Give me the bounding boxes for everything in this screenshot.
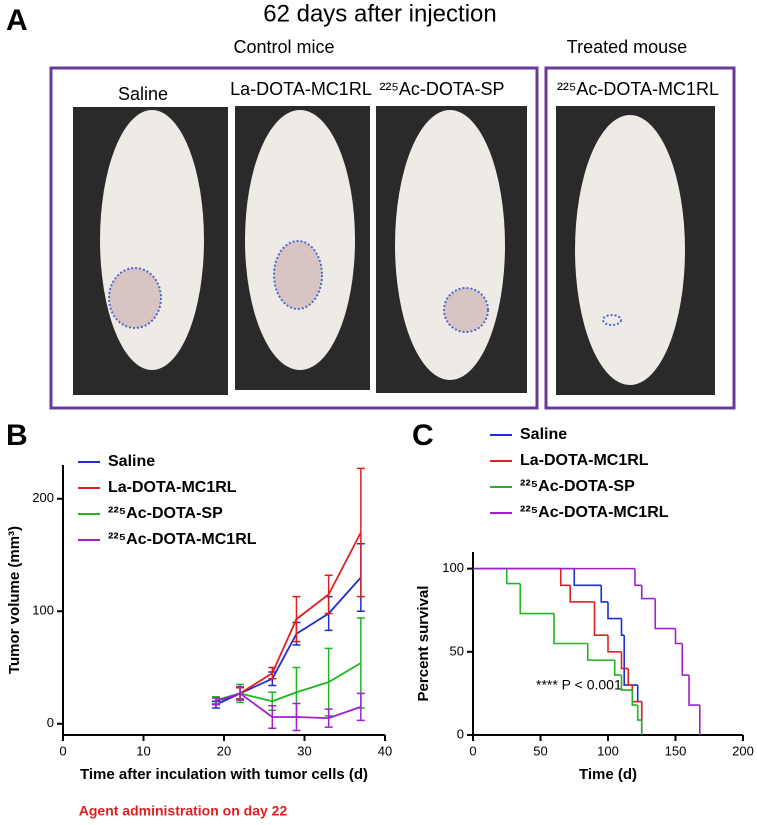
- survival-step: [620, 651, 629, 670]
- survival-step: [636, 705, 642, 721]
- group-label: Control mice: [233, 37, 334, 57]
- annotation: Agent administration on day 22: [79, 803, 288, 819]
- survival-step: [681, 643, 689, 676]
- photo-label: ²²⁵Ac-DOTA-SP: [379, 79, 504, 99]
- group-box: [49, 66, 539, 410]
- survival-step: [674, 628, 683, 645]
- x-axis-label: Time after inculation with tumor cells (…: [80, 766, 368, 783]
- x-tick-label: 20: [217, 743, 231, 758]
- survival-step: [505, 568, 521, 585]
- x-tick-label: 100: [597, 743, 619, 758]
- legend-label: ²²⁵Ac-DOTA-SP: [108, 505, 223, 522]
- x-tick-label: 0: [59, 743, 66, 758]
- series-line: [215, 576, 362, 706]
- y-tick-label: 0: [47, 715, 54, 730]
- survival-step: [654, 598, 676, 630]
- survival-step: [607, 635, 622, 653]
- tumor-outline: [443, 287, 489, 333]
- x-tick-label: 40: [378, 743, 392, 758]
- legend-label: La-DOTA-MC1RL: [108, 479, 237, 496]
- x-tick-label: 150: [665, 743, 687, 758]
- y-tick-label: 50: [450, 643, 464, 658]
- survival-step: [607, 601, 622, 620]
- panel-label: A: [6, 4, 28, 37]
- y-axis-label: Percent survival: [415, 586, 432, 702]
- legend-label: ²²⁵Ac-DOTA-SP: [520, 478, 635, 495]
- survival-step: [620, 618, 625, 636]
- x-axis-label: Time (d): [579, 766, 637, 783]
- photos: [73, 106, 715, 395]
- survival-step: [688, 675, 700, 706]
- y-tick-label: 100: [442, 560, 464, 575]
- y-tick-label: 200: [32, 490, 54, 505]
- survival-step: [640, 585, 656, 600]
- survival-step: [600, 585, 608, 603]
- photo-label: Saline: [118, 84, 168, 104]
- survival-step: [627, 668, 633, 686]
- survival-step: [519, 583, 554, 615]
- survival-step: [559, 568, 571, 587]
- x-tick-label: 30: [297, 743, 311, 758]
- survival-step: [620, 675, 633, 691]
- tumor-outline: [273, 240, 323, 310]
- tumor-outline: [602, 314, 622, 326]
- survival-step: [623, 635, 638, 686]
- y-axis-label: Tumor volume (mm³): [6, 526, 23, 674]
- mouse: [575, 115, 685, 385]
- y-tick-label: 0: [457, 726, 464, 741]
- group-box: [544, 66, 736, 410]
- x-tick-label: 0: [469, 743, 476, 758]
- legend-label: Saline: [108, 453, 155, 470]
- survival-step: [613, 660, 622, 676]
- legend-label: ²²⁵Ac-DOTA-MC1RL: [520, 504, 669, 521]
- legend-label: Saline: [520, 426, 567, 443]
- x-tick-label: 50: [533, 743, 547, 758]
- panel-label: C: [412, 419, 434, 452]
- tumor-outline: [108, 267, 162, 329]
- survival-step: [636, 685, 642, 703]
- photo-label: ²²⁵Ac-DOTA-MC1RL: [557, 79, 719, 99]
- series-line: [215, 692, 362, 720]
- panel-label: B: [6, 419, 28, 452]
- mouse: [245, 110, 355, 370]
- panel-title: 62 days after injection: [263, 0, 496, 27]
- y-tick-label: 100: [32, 603, 54, 618]
- survival-step: [593, 601, 608, 636]
- legend-label: La-DOTA-MC1RL: [520, 452, 649, 469]
- photo-label: La-DOTA-MC1RL: [230, 79, 372, 99]
- survival-step: [569, 585, 595, 603]
- series-line: [215, 662, 362, 703]
- x-tick-label: 200: [732, 743, 754, 758]
- survival-step: [586, 643, 615, 661]
- survival-step: [631, 690, 638, 706]
- mouse: [100, 110, 204, 370]
- mouse: [395, 110, 505, 380]
- legend-label: ²²⁵Ac-DOTA-MC1RL: [108, 531, 257, 548]
- annotation: **** P < 0.001: [536, 677, 622, 693]
- survival-step: [573, 568, 602, 587]
- x-tick-label: 10: [136, 743, 150, 758]
- survival-step: [634, 568, 642, 587]
- survival-step: [553, 613, 588, 645]
- group-label: Treated mouse: [567, 37, 687, 57]
